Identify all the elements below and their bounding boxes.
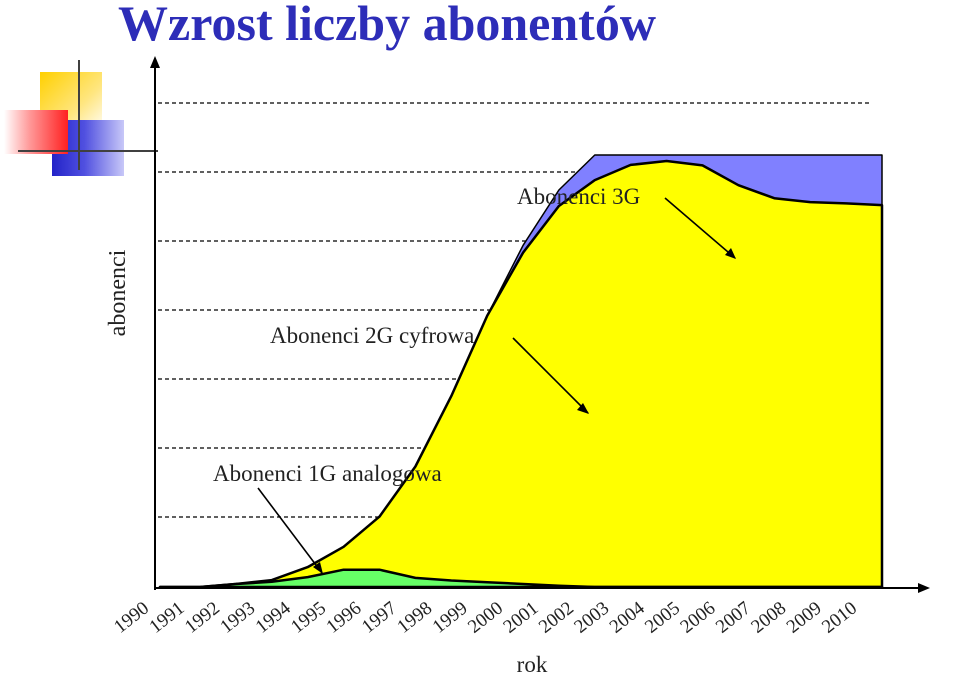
slide-title: Wzrost liczby abonentów <box>118 0 656 51</box>
x-tick-label: 1990 <box>110 598 153 638</box>
deco-horizontal-line <box>18 150 158 152</box>
annotation-2g-label: Abonenci 2G cyfrowa <box>270 323 474 348</box>
x-tick-label: 1999 <box>429 598 472 638</box>
x-tick-label: 2010 <box>818 598 861 638</box>
x-tick-label: 2003 <box>570 598 613 638</box>
x-axis-label: rok <box>517 652 548 677</box>
x-tick-label: 1991 <box>146 598 189 638</box>
area-2g <box>158 159 884 589</box>
annotation-2g-pointer <box>512 337 589 414</box>
x-tick-label: 2002 <box>535 598 578 638</box>
x-tick-label: 2009 <box>783 598 826 638</box>
x-tick-label: 2001 <box>500 598 543 638</box>
x-tick-label: 2007 <box>712 598 755 638</box>
x-tick-label: 1993 <box>216 598 259 638</box>
x-tick-label: 1992 <box>181 598 224 638</box>
x-tick-label: 1998 <box>393 598 436 638</box>
annotation-3g-pointer <box>664 197 736 259</box>
x-tick-label: 2005 <box>641 598 684 638</box>
y-axis-arrow <box>150 56 160 68</box>
deco-vertical-line <box>78 60 80 170</box>
x-tick-label: 2000 <box>464 598 507 638</box>
x-axis-arrow <box>918 583 930 593</box>
annotation-3g-label: Abonenci 3G <box>517 184 640 209</box>
x-tick-labels: 1990199119921993199419951996199719981999… <box>110 597 861 637</box>
annotation-3g-arrowhead <box>725 248 736 259</box>
x-tick-label: 1996 <box>323 598 366 638</box>
x-tick-label: 1995 <box>287 598 330 638</box>
annotation-1g-pointer <box>257 487 323 574</box>
axes <box>150 56 930 593</box>
y-axis-label: abonenci <box>105 249 131 336</box>
annotation-1g-arrowhead <box>313 562 323 574</box>
x-tick-label: 1994 <box>252 597 295 637</box>
deco-red-square <box>4 110 68 154</box>
annotation-1g-label: Abonenci 1G analogowa <box>213 461 442 486</box>
x-tick-label: 2008 <box>747 598 790 638</box>
annotation-2g-arrowhead <box>577 403 589 414</box>
x-tick-label: 2006 <box>677 598 720 638</box>
x-tick-label: 2004 <box>606 597 649 637</box>
x-tick-label: 1997 <box>358 598 401 638</box>
series-areas <box>158 154 884 589</box>
annotations: Abonenci 3G Abonenci 2G cyfrowa Abonenci… <box>213 184 736 574</box>
